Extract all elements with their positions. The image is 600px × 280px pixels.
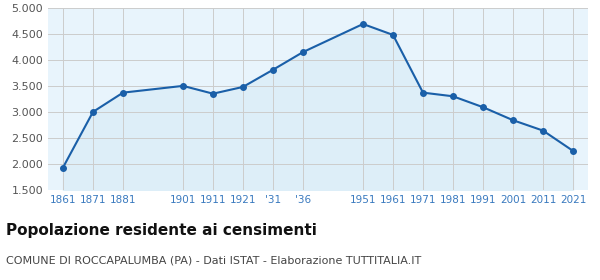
Text: Popolazione residente ai censimenti: Popolazione residente ai censimenti	[6, 223, 317, 238]
Text: COMUNE DI ROCCAPALUMBA (PA) - Dati ISTAT - Elaborazione TUTTITALIA.IT: COMUNE DI ROCCAPALUMBA (PA) - Dati ISTAT…	[6, 255, 421, 265]
